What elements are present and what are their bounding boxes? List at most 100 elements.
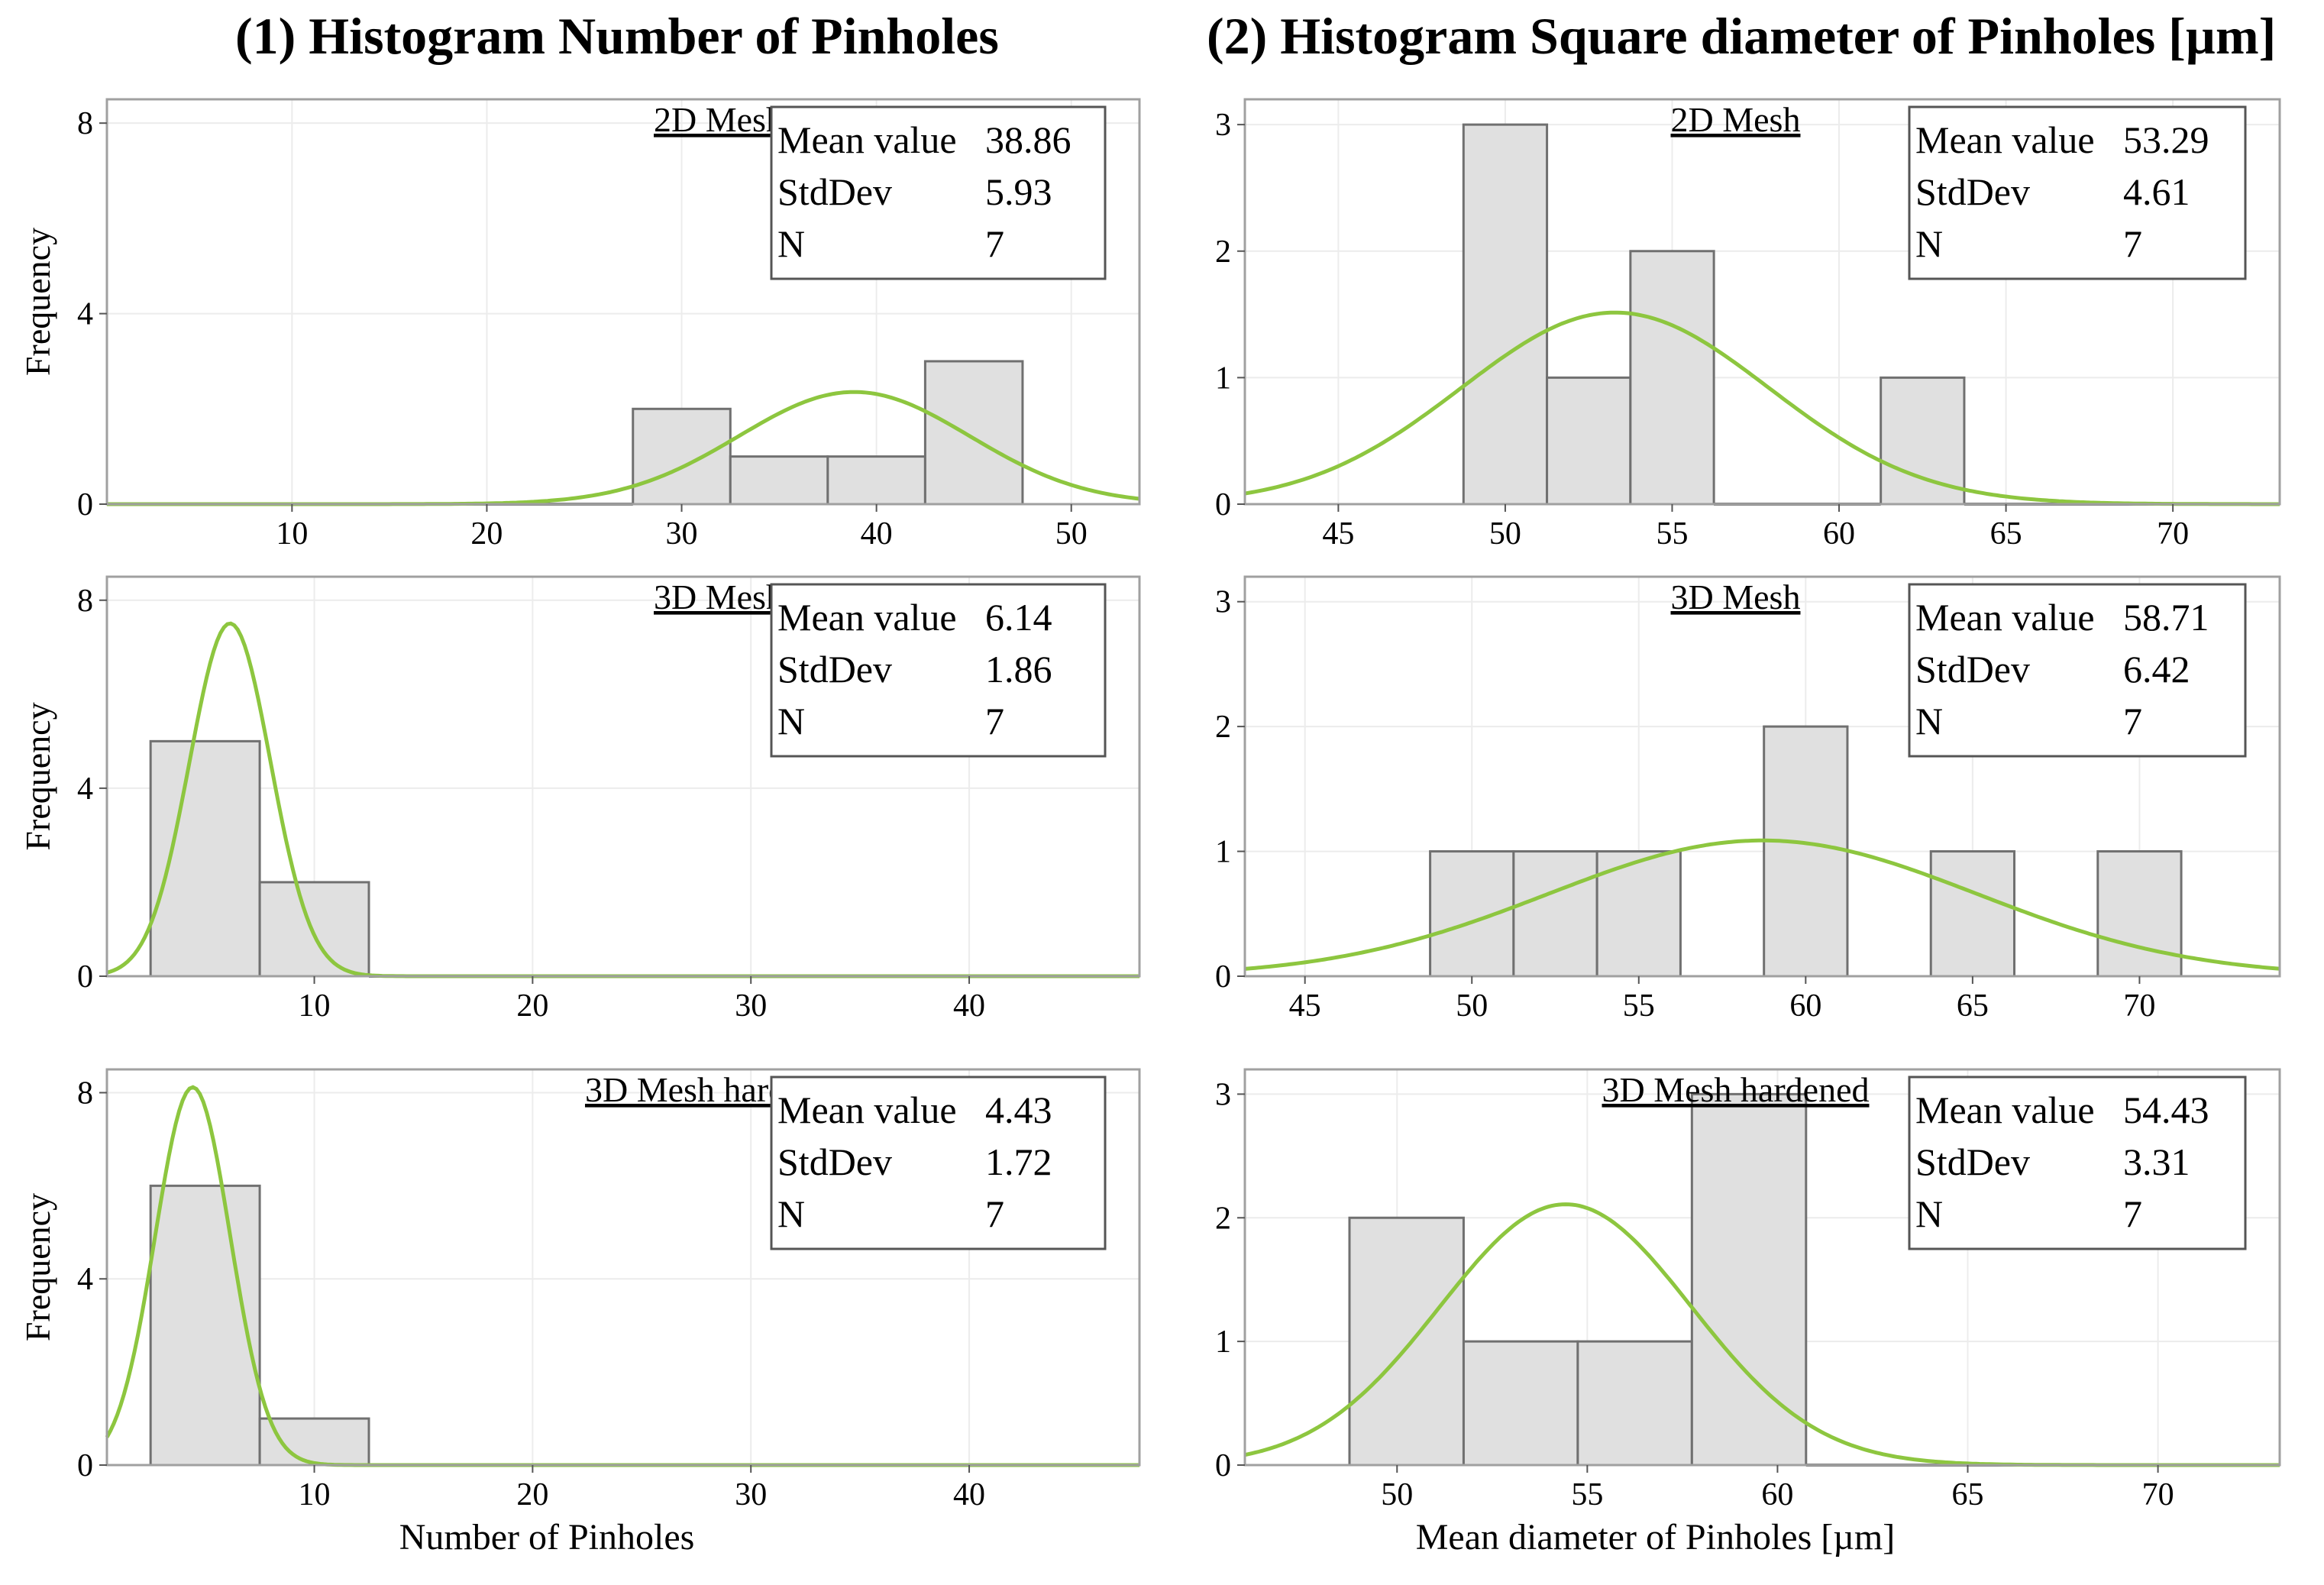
panel-subtitle: 3D Mesh hardened — [1602, 1070, 1869, 1109]
histogram-panel-right-3: 50 55 60 65 70 0 1 2 3 Mean diameter of Pinholes … — [1215, 1068, 2281, 1558]
x-tick-label: 30 — [735, 1477, 767, 1512]
stats-legend: Mean value 58.71 StdDev 6.42 N 7 — [1908, 583, 2247, 758]
x-tick-label: 40 — [861, 516, 893, 552]
y-axis-label: Frequency — [18, 702, 57, 850]
stats-label: N — [1915, 700, 1943, 742]
stats-value: 7 — [985, 700, 1004, 742]
y-tick-label: 2 — [1215, 235, 1231, 270]
x-tick-label: 30 — [666, 516, 698, 552]
histogram-bar — [149, 739, 261, 978]
stats-value: 7 — [2123, 1192, 2142, 1235]
stats-label: Mean value — [777, 596, 957, 639]
x-tick-label: 10 — [276, 516, 308, 552]
plot-frame — [1243, 575, 2281, 978]
y-tick-label: 1 — [1215, 835, 1231, 870]
y-tick-label: 8 — [77, 584, 93, 619]
stats-value: 4.43 — [985, 1088, 1052, 1131]
histogram-bar — [729, 455, 829, 506]
stats-label: StdDev — [1915, 648, 2030, 691]
panel-subtitle: 2D Mesh — [1671, 100, 1801, 139]
plot-frame — [105, 98, 1141, 506]
histogram-bar — [1576, 1340, 1693, 1467]
x-tick-label: 50 — [1055, 516, 1088, 552]
histogram-bar — [1546, 376, 1632, 506]
stats-value: 54.43 — [2123, 1088, 2209, 1131]
histogram-bar — [826, 455, 926, 506]
plot-frame — [105, 1068, 1141, 1467]
x-tick-label: 55 — [1571, 1477, 1603, 1512]
histogram-bar — [1880, 376, 1966, 506]
y-tick-label: 0 — [1215, 959, 1231, 995]
stats-value: 6.14 — [985, 596, 1052, 639]
y-tick-label: 0 — [77, 1448, 93, 1483]
x-tick-label: 40 — [953, 988, 985, 1024]
x-tick-label: 20 — [470, 516, 503, 552]
stats-legend: Mean value 4.43 StdDev 1.72 N 7 — [770, 1076, 1107, 1250]
x-tick-label: 65 — [1990, 516, 2022, 552]
stats-label: N — [777, 1192, 805, 1235]
stats-value: 3.31 — [2123, 1140, 2190, 1183]
stats-value: 4.61 — [2123, 170, 2190, 213]
histogram-bar — [258, 881, 370, 978]
y-tick-label: 3 — [1215, 108, 1231, 143]
stats-value: 1.72 — [985, 1140, 1052, 1183]
histogram-bar — [632, 407, 732, 506]
x-tick-label: 65 — [1957, 988, 1989, 1024]
stats-legend-box — [770, 583, 1107, 758]
stats-label: StdDev — [777, 648, 892, 691]
histogram-bar — [923, 360, 1024, 506]
y-tick-label: 2 — [1215, 710, 1231, 745]
x-tick-label: 20 — [516, 988, 548, 1024]
x-tick-label: 60 — [1789, 988, 1821, 1024]
x-tick-label: 45 — [1289, 988, 1321, 1024]
stats-value: 7 — [985, 1192, 1004, 1235]
x-tick-label: 60 — [1823, 516, 1855, 552]
stats-value: 7 — [2123, 222, 2142, 265]
stats-value: 1.86 — [985, 648, 1052, 691]
stats-legend-box — [770, 1076, 1107, 1250]
y-axis-label: Frequency — [18, 1193, 57, 1341]
histogram-bar — [149, 1184, 261, 1467]
x-tick-label: 70 — [2142, 1477, 2174, 1512]
stats-label: Mean value — [1915, 1088, 2095, 1131]
y-tick-label: 1 — [1215, 1325, 1231, 1360]
x-axis-label: Mean diameter of Pinholes [µm] — [1416, 1517, 1896, 1558]
histogram-bar — [1462, 1340, 1579, 1467]
stats-legend-box — [1908, 105, 2247, 280]
stats-label: N — [1915, 222, 1943, 265]
x-tick-label: 20 — [516, 1477, 548, 1512]
histogram-panel-right-1: 45 50 55 60 65 70 0 1 2 3 2D Mesh Mean value 53.29 St… — [1215, 98, 2281, 552]
normal-fit-curve — [1244, 838, 2280, 971]
x-tick-label: 70 — [2123, 988, 2155, 1024]
stats-value: 6.42 — [2123, 648, 2190, 691]
histogram-bar — [1929, 850, 2016, 978]
stats-legend-box — [1908, 1076, 2247, 1250]
panel-subtitle: 3D Mesh — [1671, 577, 1801, 616]
x-tick-label: 55 — [1656, 516, 1688, 552]
histogram-bar — [1763, 725, 1849, 978]
x-tick-label: 10 — [299, 1477, 331, 1512]
stats-label: StdDev — [777, 170, 892, 213]
y-axis-label: Frequency — [18, 228, 57, 376]
stats-label: Mean value — [1915, 596, 2095, 639]
stats-label: StdDev — [1915, 170, 2030, 213]
stats-legend: Mean value 38.86 StdDev 5.93 N 7 — [770, 105, 1107, 280]
plot-frame — [1243, 1068, 2281, 1467]
histogram-bar — [1348, 1216, 1465, 1467]
x-tick-label: 10 — [299, 988, 331, 1024]
stats-label: Mean value — [777, 1088, 957, 1131]
left-column-title: (1) Histogram Number of Pinholes — [235, 7, 999, 65]
plot-frame — [105, 575, 1141, 978]
y-tick-label: 0 — [1215, 487, 1231, 522]
stats-legend: Mean value 53.29 StdDev 4.61 N 7 — [1908, 105, 2247, 280]
stats-value: 5.93 — [985, 170, 1052, 213]
x-tick-label: 50 — [1381, 1477, 1413, 1512]
y-tick-label: 8 — [77, 106, 93, 141]
stats-label: N — [777, 222, 805, 265]
x-tick-label: 55 — [1623, 988, 1655, 1024]
stats-legend: Mean value 54.43 StdDev 3.31 N 7 — [1908, 1076, 2247, 1250]
